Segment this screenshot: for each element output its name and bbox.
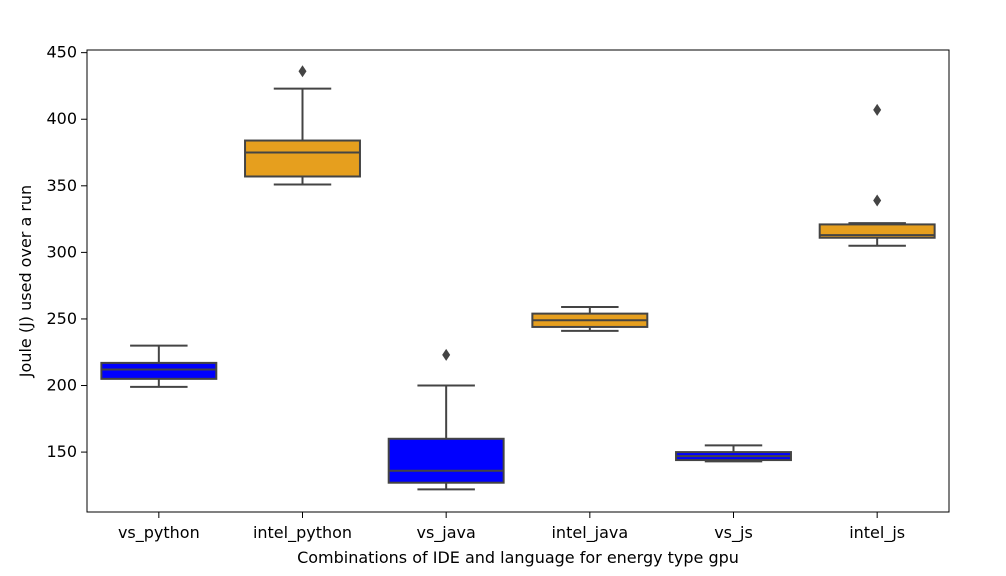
- box-vs_python: [100, 344, 218, 388]
- iqr-box: [244, 139, 361, 178]
- y-axis-label: Joule (J) used over a run: [16, 185, 35, 378]
- x-tick-label: vs_java: [417, 523, 476, 543]
- box-vs_js: [675, 444, 792, 463]
- y-tick-label: 350: [46, 176, 77, 195]
- box-intel_js: [818, 103, 936, 247]
- x-tick-label: vs_js: [714, 523, 753, 543]
- outlier-point: [873, 103, 882, 116]
- x-axis: vs_python intel_python vs_java intel_java vs…: [118, 512, 905, 543]
- outlier-point: [442, 348, 451, 361]
- y-tick-label: 400: [46, 109, 77, 128]
- iqr-box: [100, 361, 218, 380]
- outlier-point: [873, 194, 882, 207]
- y-tick-label: 300: [46, 242, 77, 261]
- y-tick-label: 150: [46, 442, 77, 461]
- y-tick-label: 200: [46, 376, 77, 395]
- x-axis-label: Combinations of IDE and language for ene…: [297, 548, 739, 567]
- box-vs_java: [387, 348, 505, 491]
- iqr-box: [387, 437, 505, 484]
- box-intel_python: [244, 65, 361, 186]
- axes-frame: [86, 49, 950, 513]
- plot-area: [100, 65, 936, 491]
- x-tick-label: intel_js: [849, 523, 905, 543]
- x-tick-label: intel_python: [253, 523, 352, 543]
- x-tick-label: intel_java: [551, 523, 628, 543]
- y-axis: 150 200 250 300 350 400 450: [46, 43, 87, 461]
- outlier-point: [298, 65, 307, 78]
- y-tick-label: 450: [46, 43, 77, 62]
- box-intel_java: [531, 305, 649, 332]
- x-tick-label: vs_python: [118, 523, 200, 543]
- y-tick-label: 250: [46, 309, 77, 328]
